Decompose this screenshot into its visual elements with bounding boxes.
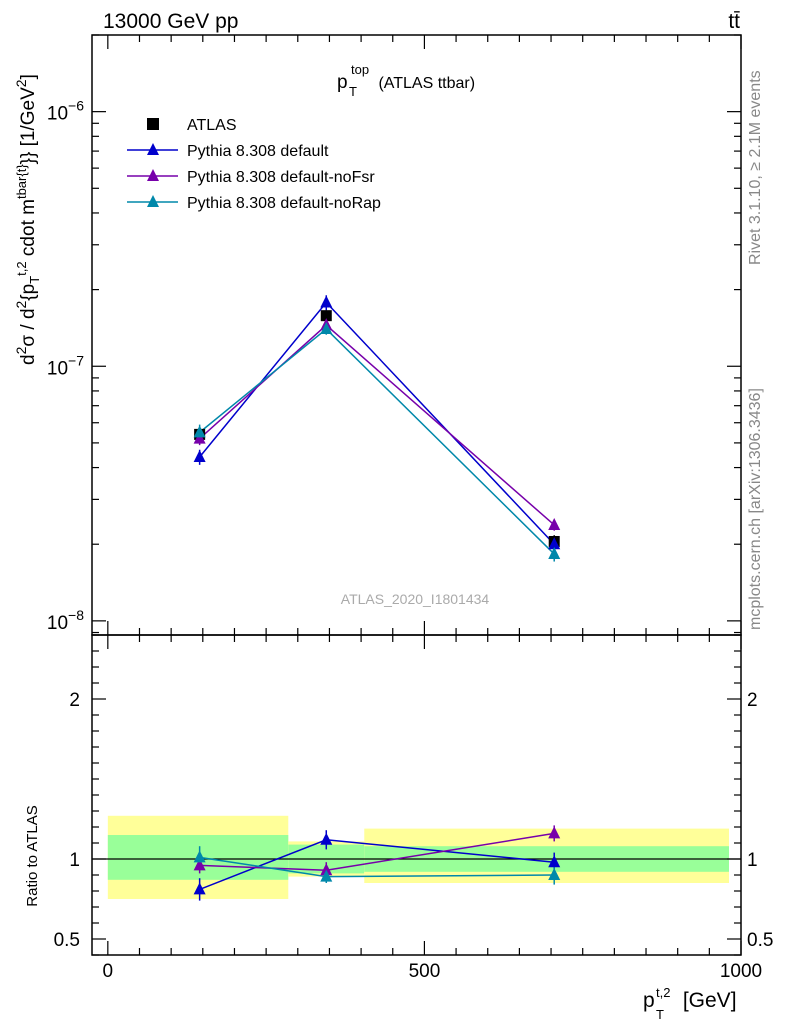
process-label: tt̄: [728, 10, 740, 33]
legend-marker-3: [147, 195, 159, 207]
ratio-y-tick-label-right: 1: [747, 850, 758, 871]
series-point-1: [548, 537, 561, 550]
ratio-point-1: [320, 832, 333, 845]
x-title-sup: t,2: [656, 985, 670, 1000]
energy-label: 13000 GeV pp: [103, 10, 238, 33]
legend-marker-1: [147, 143, 159, 155]
ratio-point-2: [320, 863, 333, 876]
upper-y-axis-title: d2σ / d2{pTt,2 cdot mtbar{t}}} [1/GeV2]: [13, 74, 42, 365]
x-axis-title: p t,2 T [GeV]: [643, 985, 737, 1022]
x-title-main: p: [643, 989, 655, 1012]
ratio-frame: [91, 634, 742, 956]
ratio-point-2: [548, 826, 561, 839]
legend: ATLAS Pythia 8.308 default Pythia 8.308 de…: [127, 117, 381, 212]
rivet-version-label: Rivet 3.1.10, ≥ 2.1M events: [747, 70, 764, 265]
svg-text:p: p: [337, 72, 348, 93]
x-tick-label: 500: [409, 961, 441, 982]
title-sup: top: [351, 62, 369, 77]
ratio-point-1: [193, 882, 206, 895]
ratio-y-tick-label-right: 0.5: [747, 930, 773, 951]
ratio-point-3: [193, 850, 206, 863]
ratio-point-1: [548, 855, 561, 868]
series-point-2: [193, 431, 206, 444]
ratio-y-tick-label-left: 0.5: [54, 930, 80, 951]
chart-title: p top T (ATLAS ttbar): [337, 62, 475, 99]
x-title-suffix: [GeV]: [677, 989, 737, 1012]
x-tick-label: 1000: [720, 961, 762, 982]
legend-label-3: Pythia 8.308 default-noRap: [187, 195, 381, 212]
title-main: p: [337, 72, 348, 93]
series-line-3: [199, 328, 555, 555]
ratio-y-tick-label-right: 2: [747, 690, 758, 711]
title-suffix: (ATLAS ttbar): [374, 75, 475, 92]
series-point-2: [548, 517, 561, 530]
series-point-1: [320, 295, 333, 308]
analysis-label: ATLAS_2020_I1801434: [341, 591, 490, 607]
series-point-1: [193, 450, 206, 463]
x-title-sub: T: [656, 1007, 664, 1022]
series-point-3: [193, 425, 206, 438]
series-point-3: [320, 322, 333, 335]
atlas-data-point: [320, 310, 332, 322]
title-sub: T: [349, 84, 357, 99]
legend-label-1: Pythia 8.308 default: [187, 143, 329, 160]
upper-y-tick-label: 10−8: [47, 607, 84, 634]
upper-y-tick-label: 10−6: [47, 98, 84, 125]
ratio-point-2: [193, 858, 206, 871]
ratio-point-3: [320, 869, 333, 882]
x-tick-label: 0: [103, 961, 114, 982]
legend-label-atlas: ATLAS: [187, 117, 237, 134]
ratio-y-tick-label-left: 1: [69, 850, 80, 871]
ratio-y-tick-label-left: 2: [69, 690, 80, 711]
legend-label-2: Pythia 8.308 default-noFsr: [187, 169, 375, 186]
legend-marker-2: [147, 169, 159, 181]
ratio-point-3: [548, 868, 561, 880]
upper-y-tick-label: 10−7: [47, 352, 84, 379]
source-label: mcplots.cern.ch [arXiv:1306.3436]: [747, 388, 764, 630]
legend-marker-atlas: [147, 118, 159, 130]
ratio-y-axis-title: Ratio to ATLAS: [24, 805, 41, 906]
series-point-3: [548, 547, 561, 560]
svg-text:d2σ / d2{pTt,2 cdot mtbar{t}}}: d2σ / d2{pTt,2 cdot mtbar{t}}} [1/GeV2]: [13, 74, 42, 365]
series-line-1: [199, 301, 555, 545]
